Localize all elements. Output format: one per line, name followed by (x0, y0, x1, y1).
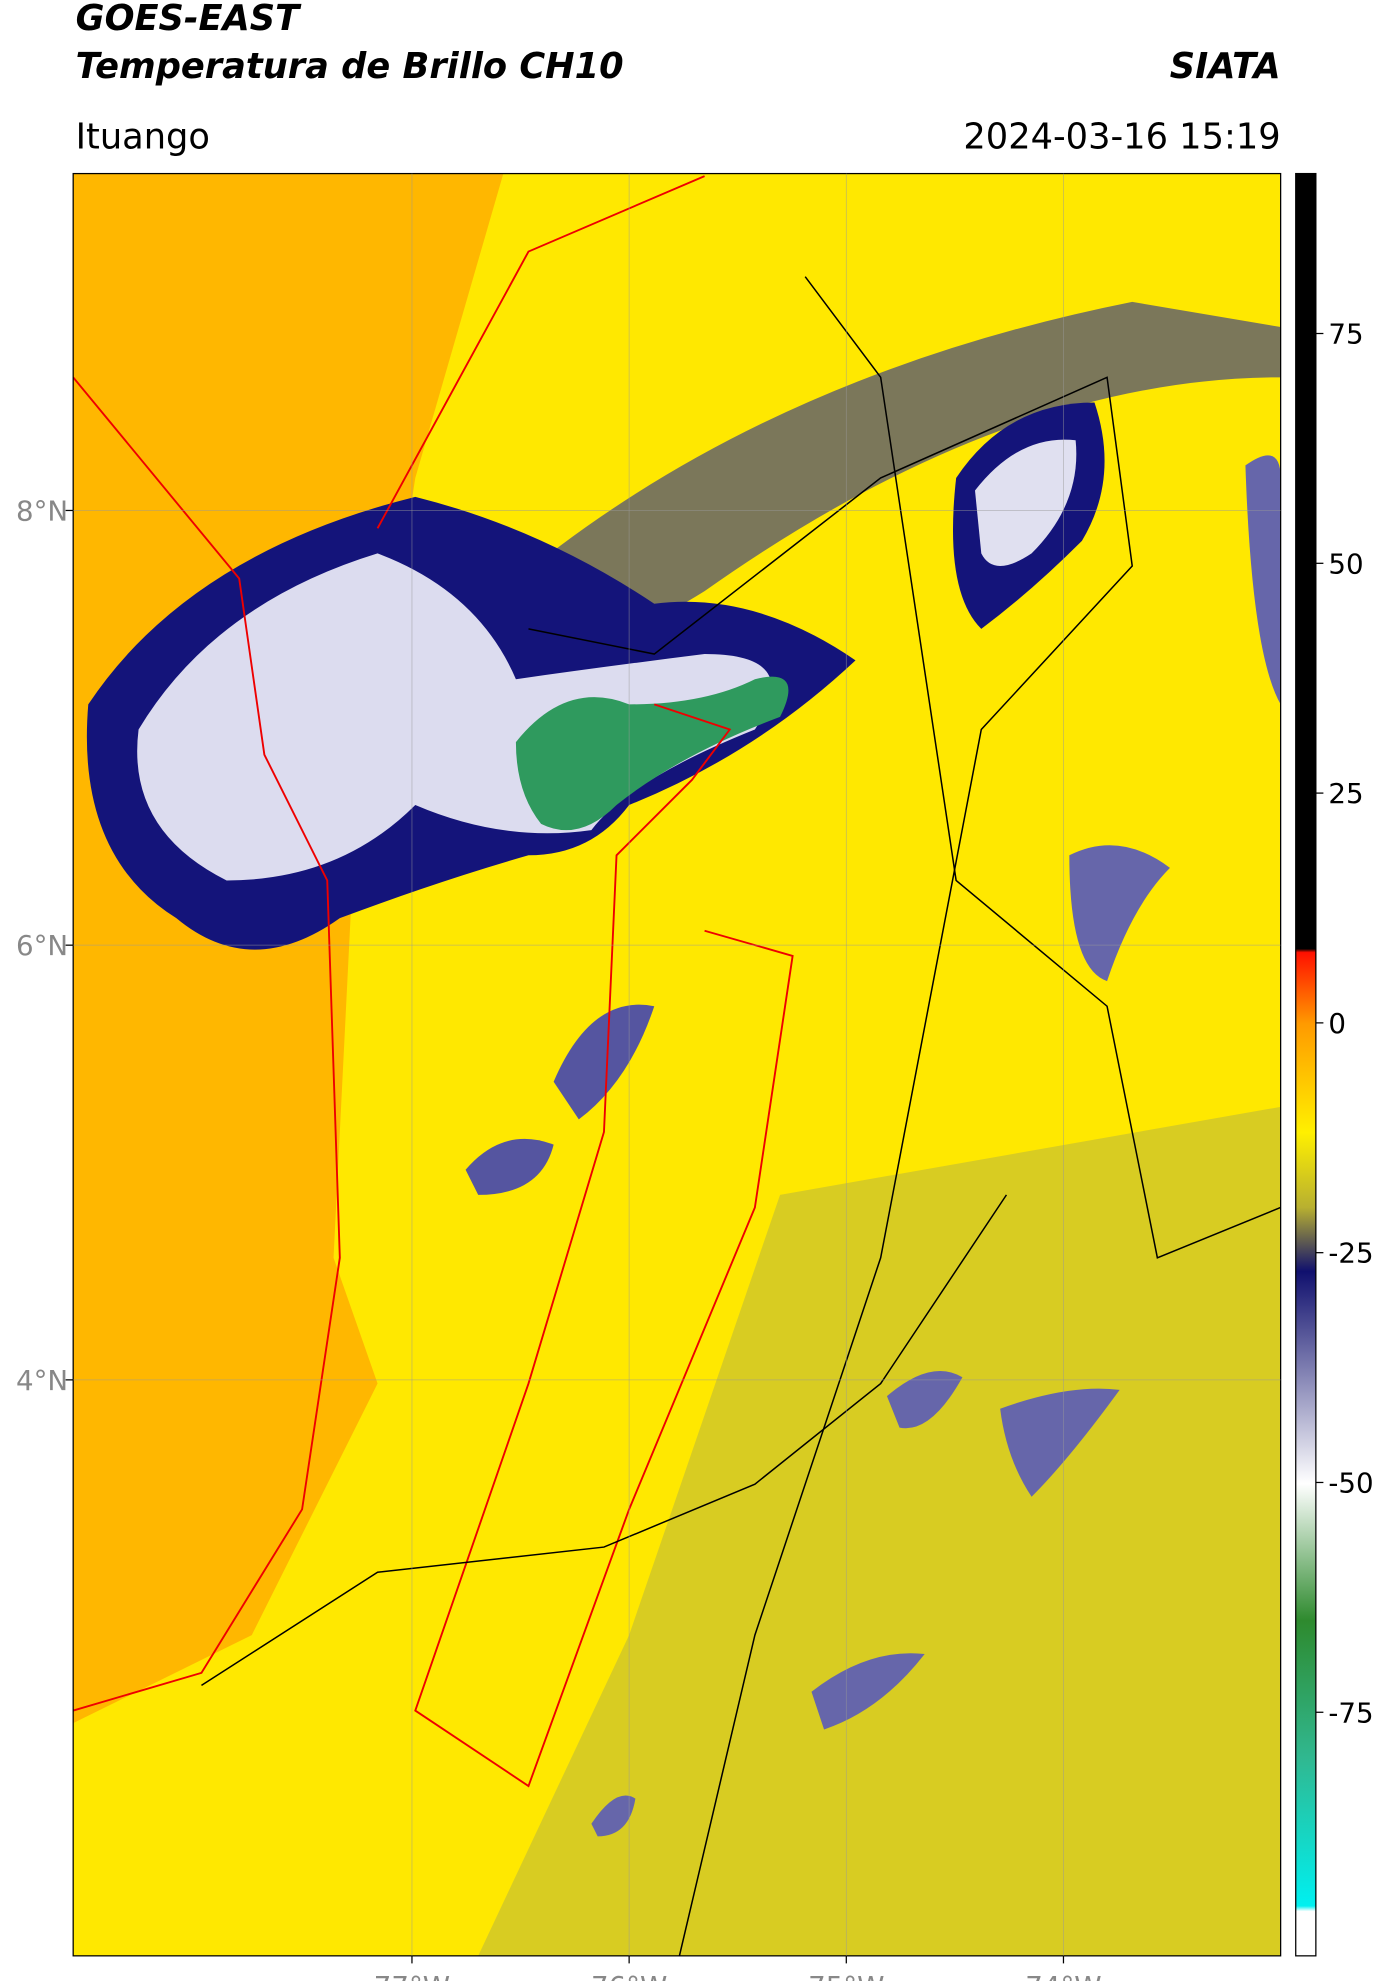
cloud (886, 1370, 963, 1429)
map-image (73, 173, 1281, 1956)
colorbar-tick-label: -75 (1328, 1696, 1373, 1729)
border (804, 276, 1281, 1259)
colorbar-tick-label: 75 (1328, 318, 1363, 351)
x-tick-label: 75°W (808, 1970, 884, 1981)
border (528, 376, 1134, 1956)
datetime: 2024-03-16 15:19 (963, 116, 1280, 157)
map-frame (72, 172, 1282, 1957)
place: Ituango (76, 116, 210, 157)
border (73, 376, 341, 1712)
subtitle: Temperatura de Brillo CH10 (76, 46, 624, 87)
border (201, 1194, 1008, 1687)
x-tick-label: 74°W (1025, 1970, 1101, 1981)
colorbar-tick-label: 25 (1328, 777, 1363, 810)
colorbar-tick-label: 0 (1328, 1007, 1346, 1040)
x-tick-label: 77°W (374, 1970, 450, 1981)
border (414, 703, 794, 1788)
x-tick-label: 76°W (591, 1970, 667, 1981)
y-tick-label: 6°N (16, 929, 68, 962)
lowland (478, 1106, 1281, 1956)
y-tick-label: 4°N (16, 1364, 68, 1397)
colorbar-tick-label: -50 (1328, 1467, 1373, 1500)
cloud (591, 1795, 636, 1837)
cloud (1245, 455, 1281, 705)
cloud (1069, 845, 1170, 982)
cloud (1000, 1388, 1120, 1497)
colorbar-tick-label: -25 (1328, 1237, 1373, 1270)
cloud-top (515, 676, 789, 831)
cloud (465, 1138, 554, 1195)
brand: SIATA (1170, 46, 1281, 87)
title: GOES-EAST (76, 0, 302, 39)
colorbar-tick-label: 50 (1328, 547, 1363, 580)
cloud-band (503, 301, 1281, 655)
cloud (811, 1653, 925, 1730)
cloud-core (975, 439, 1077, 566)
y-tick-label: 8°N (16, 495, 68, 528)
border (376, 175, 705, 529)
colorbar (1295, 172, 1317, 1957)
